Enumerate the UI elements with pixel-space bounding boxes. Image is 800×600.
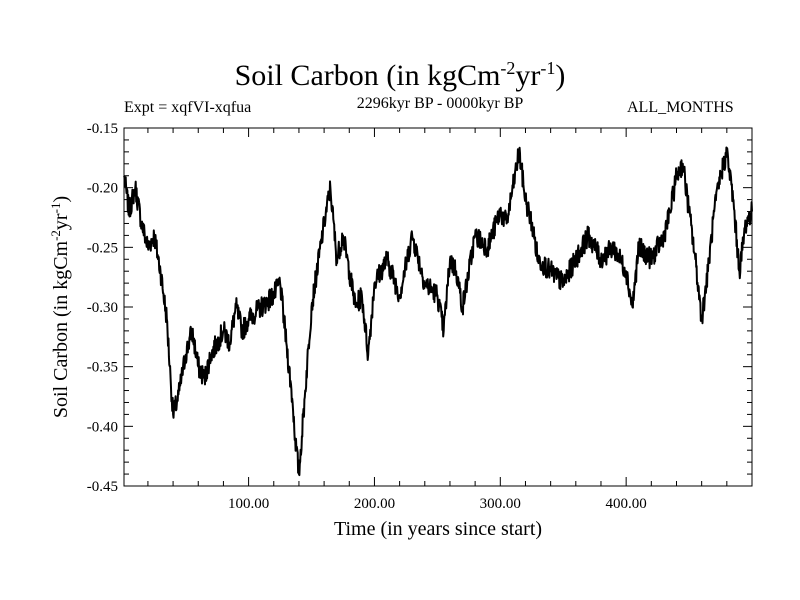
months-label: ALL_MONTHS: [627, 99, 734, 116]
chart-title: Soil Carbon (in kgCm-2yr-1): [234, 58, 566, 92]
y-tick-label: -0.35: [87, 360, 118, 376]
x-axis-label: Time (in years since start): [334, 518, 542, 540]
experiment-label: Expt = xqfVI-xqfua: [124, 99, 252, 116]
x-tick-label: 100.00: [228, 496, 269, 512]
y-tick-label: -0.15: [87, 121, 118, 137]
y-tick-label: -0.20: [87, 181, 118, 197]
y-tick-label: -0.30: [87, 300, 118, 316]
axis-tick-labels: -0.45 -0.40 -0.35 -0.30 -0.25 -0.20 -0.15 100.0…: [87, 121, 647, 512]
x-tick-label: 300.00: [480, 496, 521, 512]
y-tick-label: -0.45: [87, 479, 118, 495]
x-tick-label: 200.00: [354, 496, 395, 512]
y-tick-label: -0.25: [87, 240, 118, 256]
axis-ticks: [124, 127, 753, 487]
period-label: 2296kyr BP - 0000kyr BP: [356, 95, 524, 112]
y-axis-label: Soil Carbon (in kgCm-2yr-1): [48, 196, 72, 418]
x-tick-label: 400.00: [606, 496, 647, 512]
series-line: [123, 146, 753, 477]
y-tick-label: -0.40: [87, 419, 118, 435]
